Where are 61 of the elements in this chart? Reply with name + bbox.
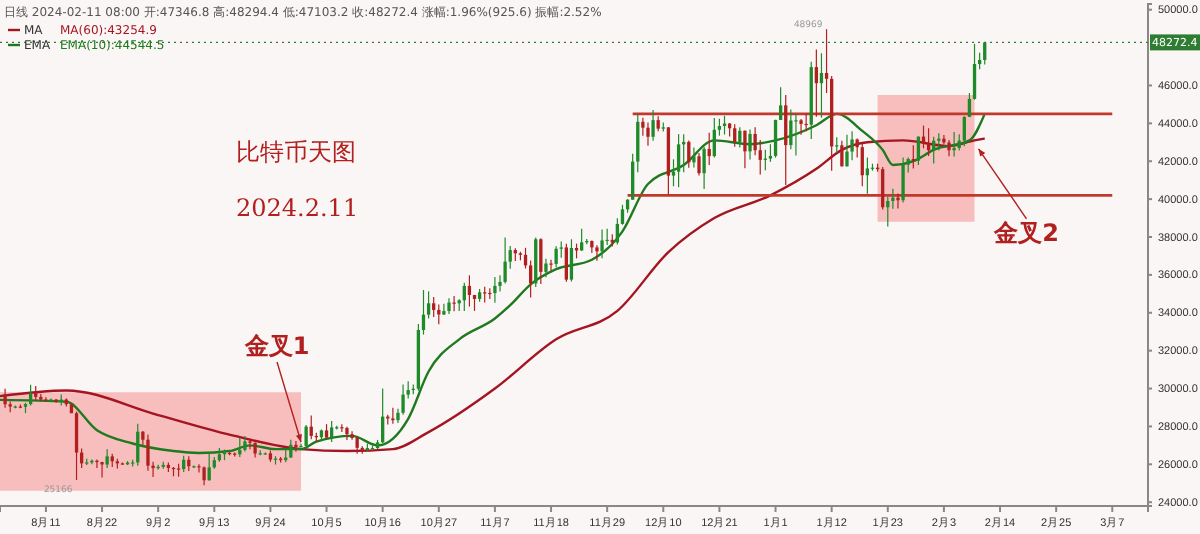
candlestick xyxy=(564,243,568,283)
candlestick xyxy=(539,237,543,285)
candlestick xyxy=(467,274,472,308)
candlestick xyxy=(197,463,201,474)
candlestick xyxy=(100,461,104,479)
candlestick xyxy=(74,411,79,481)
candlestick xyxy=(743,129,747,169)
candlestick xyxy=(534,236,538,288)
candlestick xyxy=(860,143,864,187)
candlestick xyxy=(554,245,558,268)
candlestick xyxy=(248,437,252,450)
candlestick xyxy=(794,113,798,157)
candlestick xyxy=(569,238,574,283)
candlestick xyxy=(911,144,915,170)
text: 2024.2.11 xyxy=(236,194,359,222)
candlestick xyxy=(289,439,293,459)
candlestick xyxy=(926,127,931,157)
candlestick xyxy=(840,140,844,168)
candlestick xyxy=(789,108,793,150)
text: 比特币天图 xyxy=(236,138,356,166)
candlestick xyxy=(733,123,737,148)
candlestick xyxy=(549,259,553,272)
candlestick xyxy=(778,86,783,121)
candlestick xyxy=(865,156,870,195)
candlestick xyxy=(916,135,921,166)
annotation: 金叉1 xyxy=(242,331,310,360)
candlestick xyxy=(442,303,446,316)
candlestick xyxy=(452,295,456,312)
candlestick xyxy=(850,130,854,161)
candlestick xyxy=(784,94,788,186)
candlestick xyxy=(952,131,956,158)
candlestick xyxy=(3,388,7,409)
candlestick xyxy=(814,48,819,118)
candlestick xyxy=(702,146,706,190)
candlestick xyxy=(503,236,507,285)
annotation: 金叉2 xyxy=(992,218,1059,247)
candlestick xyxy=(432,296,436,318)
candlestick xyxy=(712,117,716,159)
candlestick xyxy=(146,433,150,472)
candlestick xyxy=(901,156,905,204)
candlestick xyxy=(595,244,599,262)
candlestick xyxy=(329,420,334,443)
candlestick xyxy=(401,383,405,416)
candlestick xyxy=(697,152,701,177)
candlestick xyxy=(845,134,849,168)
candlestick xyxy=(590,239,594,254)
candlestick xyxy=(676,133,681,188)
candlestick xyxy=(646,121,650,147)
candlestick xyxy=(105,448,109,469)
candlestick xyxy=(28,384,33,407)
candlestick xyxy=(493,276,497,304)
candlestick xyxy=(881,166,885,211)
candlestick xyxy=(600,229,604,259)
candlestick xyxy=(651,109,655,142)
candlestick xyxy=(544,258,548,278)
candlestick xyxy=(692,146,696,169)
candlestick xyxy=(391,407,395,425)
candlestick xyxy=(207,453,211,482)
candlestick xyxy=(748,128,752,161)
candlestick xyxy=(799,118,803,136)
candlestick xyxy=(773,119,778,159)
